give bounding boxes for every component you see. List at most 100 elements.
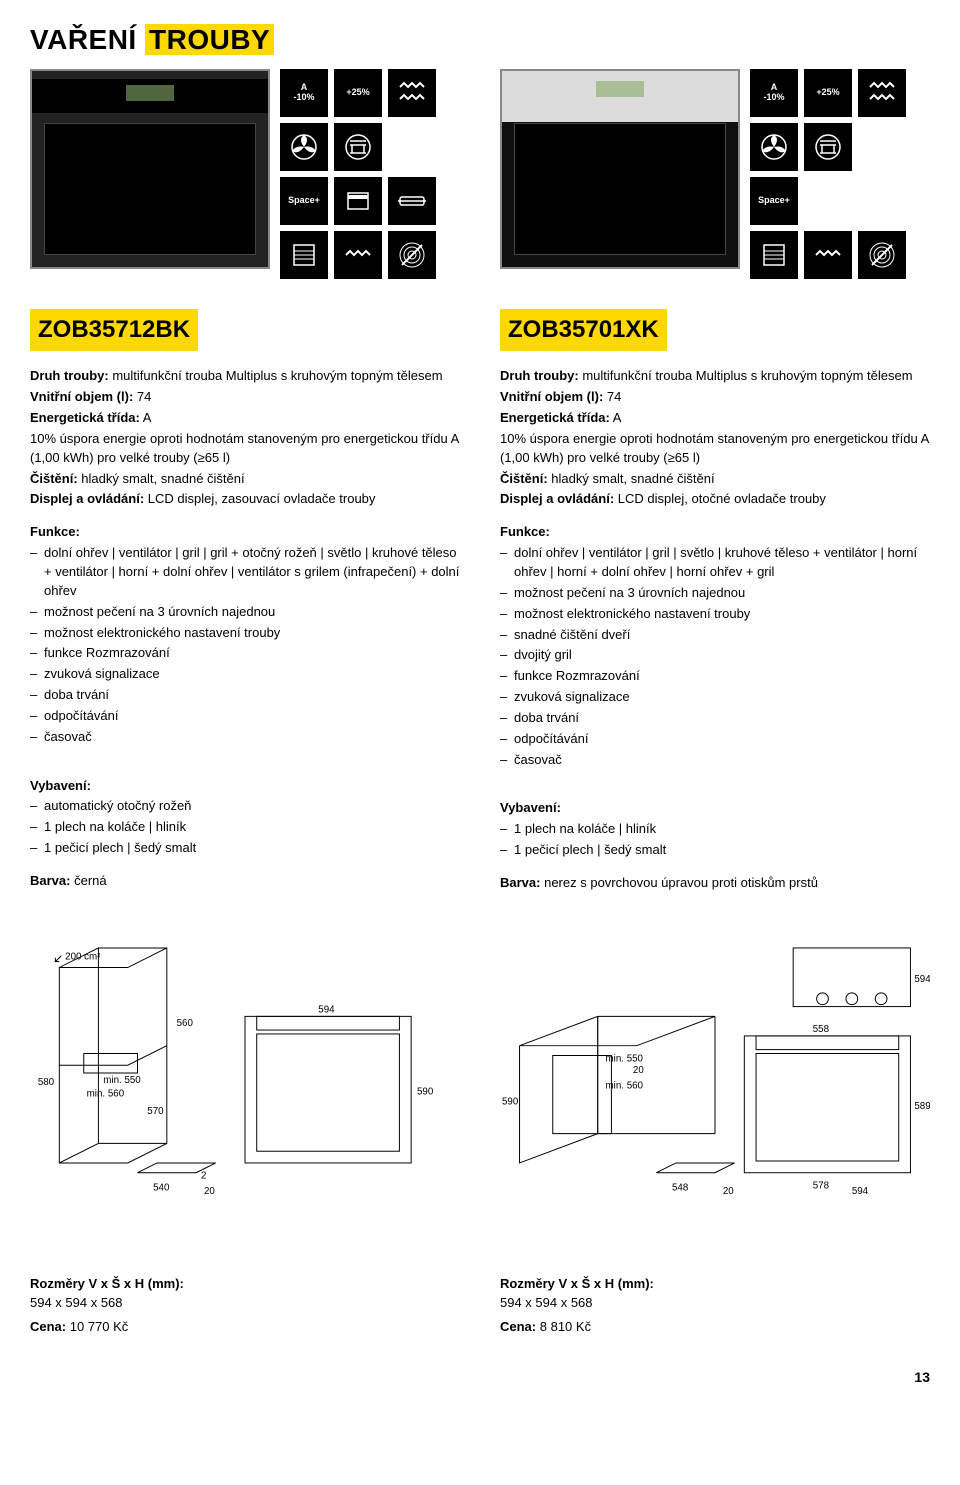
badge-space-plus: Space+ bbox=[280, 177, 328, 225]
spec-line: Energetická třída: A bbox=[500, 409, 930, 428]
svg-text:558: 558 bbox=[813, 1024, 829, 1035]
badge-grid-right: A -10% +25% Space+ bbox=[750, 69, 906, 279]
badge-energy-a: A -10% bbox=[280, 69, 328, 117]
badge-grid-left: A -10% +25% Space+ bbox=[280, 69, 436, 279]
spec-line: Čištění: hladký smalt, snadné čištění bbox=[500, 470, 930, 489]
vybaveni-label: Vybavení: bbox=[500, 799, 930, 818]
svg-text:20: 20 bbox=[204, 1186, 215, 1197]
spec-line: Druh trouby: multifunkční trouba Multipl… bbox=[30, 367, 460, 386]
list-item: možnost elektronického nastavení trouby bbox=[500, 605, 930, 624]
list-item: časovač bbox=[500, 751, 930, 770]
list-item: 1 plech na koláče | hliník bbox=[30, 818, 460, 837]
badge-levels-icon bbox=[750, 231, 798, 279]
page-number: 13 bbox=[30, 1367, 930, 1387]
bottom-row: Rozměry V x Š x H (mm):594 x 594 x 568 C… bbox=[30, 1245, 930, 1338]
price-right: Cena: 8 810 Kč bbox=[500, 1318, 930, 1337]
diagram-left: 200 cm² 560 min. 550 min. 560 580 570 59… bbox=[30, 935, 460, 1215]
oven-image-black bbox=[30, 69, 270, 269]
badge-rotis-icon bbox=[388, 177, 436, 225]
svg-text:589: 589 bbox=[914, 1101, 930, 1112]
spec-line: Druh trouby: multifunkční trouba Multipl… bbox=[500, 367, 930, 386]
svg-text:560: 560 bbox=[177, 1018, 194, 1029]
list-item: odpočítávání bbox=[30, 707, 460, 726]
badge-wave-icon bbox=[804, 231, 852, 279]
list-item: možnost pečení na 3 úrovních najednou bbox=[500, 584, 930, 603]
spec-line: Vnitřní objem (l): 74 bbox=[500, 388, 930, 407]
page-title: VAŘENÍ TROUBY bbox=[30, 20, 930, 61]
badge-energy-a: A -10% bbox=[750, 69, 798, 117]
specs-row: ZOB35712BK Druh trouby: multifunkční tro… bbox=[30, 309, 930, 895]
list-item: 1 plech na koláče | hliník bbox=[500, 820, 930, 839]
dims-left: Rozměry V x Š x H (mm):594 x 594 x 568 bbox=[30, 1275, 460, 1313]
funkce-list-left: dolní ohřev | ventilátor | gril | gril +… bbox=[30, 544, 460, 746]
svg-text:594: 594 bbox=[852, 1186, 869, 1197]
svg-text:2: 2 bbox=[201, 1170, 206, 1181]
list-item: 1 pečicí plech | šedý smalt bbox=[30, 839, 460, 858]
spec-col-left: ZOB35712BK Druh trouby: multifunkční tro… bbox=[30, 309, 460, 895]
svg-text:580: 580 bbox=[38, 1077, 55, 1088]
list-item: funkce Rozmrazování bbox=[500, 667, 930, 686]
oven-image-silver bbox=[500, 69, 740, 269]
list-item: automatický otočný rožeň bbox=[30, 797, 460, 816]
list-item: funkce Rozmrazování bbox=[30, 644, 460, 663]
svg-text:570: 570 bbox=[147, 1106, 164, 1117]
badge-levels-icon bbox=[280, 231, 328, 279]
svg-text:200 cm²: 200 cm² bbox=[65, 951, 101, 962]
svg-text:min. 550: min. 550 bbox=[103, 1075, 141, 1086]
badge-plus25: +25% bbox=[804, 69, 852, 117]
badge-tray-icon bbox=[334, 177, 382, 225]
badge-heating-icon bbox=[858, 69, 906, 117]
model-name-left: ZOB35712BK bbox=[30, 309, 198, 352]
list-item: dolní ohřev | ventilátor | gril | světlo… bbox=[500, 544, 930, 582]
list-item: možnost elektronického nastavení trouby bbox=[30, 624, 460, 643]
spec-line: 10% úspora energie oproti hodnotám stano… bbox=[30, 430, 460, 468]
spec-line: Displej a ovládání: LCD displej, zasouva… bbox=[30, 490, 460, 509]
svg-text:min. 560: min. 560 bbox=[87, 1088, 125, 1099]
badge-wave-icon bbox=[334, 231, 382, 279]
list-item: zvuková signalizace bbox=[30, 665, 460, 684]
title-word-1: VAŘENÍ bbox=[30, 24, 137, 55]
list-item: snadné čištění dveří bbox=[500, 626, 930, 645]
list-item: doba trvání bbox=[30, 686, 460, 705]
spec-line: Energetická třída: A bbox=[30, 409, 460, 428]
svg-text:min. 560: min. 560 bbox=[606, 1080, 644, 1091]
funkce-label: Funkce: bbox=[30, 523, 460, 542]
badge-grill-icon bbox=[334, 123, 382, 171]
product-left-top: A -10% +25% Space+ bbox=[30, 69, 460, 279]
svg-text:590: 590 bbox=[417, 1086, 434, 1097]
model-name-right: ZOB35701XK bbox=[500, 309, 667, 352]
svg-text:20: 20 bbox=[633, 1065, 644, 1076]
spec-line: Displej a ovládání: LCD displej, otočné … bbox=[500, 490, 930, 509]
svg-text:590: 590 bbox=[502, 1096, 519, 1107]
bottom-right: Rozměry V x Š x H (mm):594 x 594 x 568 C… bbox=[500, 1245, 930, 1338]
list-item: 1 pečicí plech | šedý smalt bbox=[500, 841, 930, 860]
svg-text:548: 548 bbox=[672, 1182, 688, 1193]
spec-line: Čištění: hladký smalt, snadné čištění bbox=[30, 470, 460, 489]
list-item: možnost pečení na 3 úrovních najednou bbox=[30, 603, 460, 622]
svg-text:20: 20 bbox=[723, 1186, 734, 1197]
barva-line: Barva: nerez s povrchovou úpravou proti … bbox=[500, 874, 930, 893]
vybaveni-list-left: automatický otočný rožeň 1 plech na kolá… bbox=[30, 797, 460, 858]
list-item: dvojitý gril bbox=[500, 646, 930, 665]
spec-line: Vnitřní objem (l): 74 bbox=[30, 388, 460, 407]
barva-line: Barva: černá bbox=[30, 872, 460, 891]
funkce-label: Funkce: bbox=[500, 523, 930, 542]
diagram-right: 594 590 min. 550 20 min. 560 558 589 578 bbox=[500, 935, 930, 1215]
badge-space-plus: Space+ bbox=[750, 177, 798, 225]
svg-text:594: 594 bbox=[914, 974, 930, 985]
badge-plus25: +25% bbox=[334, 69, 382, 117]
badge-heating-icon bbox=[388, 69, 436, 117]
funkce-list-right: dolní ohřev | ventilátor | gril | světlo… bbox=[500, 544, 930, 769]
badge-grill-icon bbox=[804, 123, 852, 171]
list-item: doba trvání bbox=[500, 709, 930, 728]
svg-text:540: 540 bbox=[153, 1182, 170, 1193]
bottom-left: Rozměry V x Š x H (mm):594 x 594 x 568 C… bbox=[30, 1245, 460, 1338]
list-item: časovač bbox=[30, 728, 460, 747]
badge-fingerprint-icon bbox=[858, 231, 906, 279]
spec-col-right: ZOB35701XK Druh trouby: multifunkční tro… bbox=[500, 309, 930, 895]
diagrams-row: 200 cm² 560 min. 550 min. 560 580 570 59… bbox=[30, 935, 930, 1215]
product-right-top: A -10% +25% Space+ bbox=[500, 69, 930, 279]
title-word-2: TROUBY bbox=[145, 24, 274, 55]
product-images-row: A -10% +25% Space+ A -10% +25% bbox=[30, 69, 930, 279]
badge-fan-icon bbox=[280, 123, 328, 171]
